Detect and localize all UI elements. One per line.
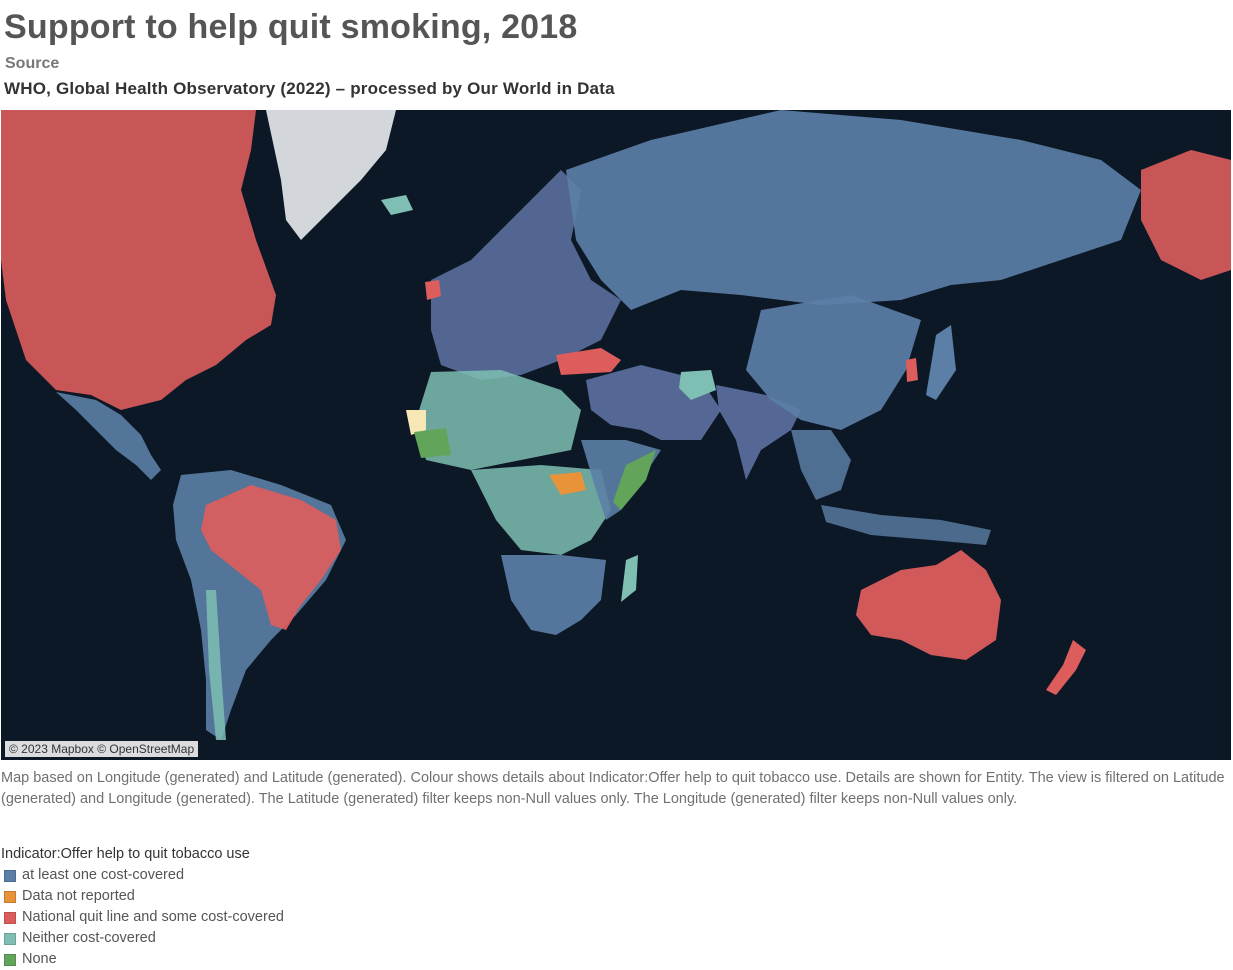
region-australia[interactable]: [856, 550, 1001, 660]
legend: Indicator:Offer help to quit tobacco use…: [1, 844, 284, 970]
region-japan[interactable]: [926, 325, 956, 400]
region-russia[interactable]: [566, 110, 1141, 310]
region-india[interactable]: [716, 385, 801, 480]
legend-item-neither-cost-covered[interactable]: Neither cost-covered: [1, 928, 284, 949]
legend-swatch: [4, 911, 16, 924]
legend-item-data-not-reported[interactable]: Data not reported: [1, 886, 284, 907]
region-china[interactable]: [746, 295, 921, 430]
page-title: Support to help quit smoking, 2018: [4, 8, 578, 46]
legend-swatch: [4, 890, 16, 903]
region-se-asia[interactable]: [791, 430, 851, 500]
region-south-sudan[interactable]: [549, 472, 586, 495]
legend-swatch: [4, 869, 16, 882]
legend-item-none[interactable]: None: [1, 949, 284, 970]
map-attribution[interactable]: © 2023 Mapbox © OpenStreetMap: [5, 741, 199, 757]
region-iceland[interactable]: [381, 195, 413, 215]
source-label: Source: [5, 55, 60, 72]
legend-swatch: [4, 932, 16, 945]
legend-label: None: [22, 951, 57, 967]
region-north-africa[interactable]: [416, 370, 581, 470]
legend-label: Data not reported: [22, 888, 135, 904]
legend-item-cost-covered[interactable]: at least one cost-covered: [1, 865, 284, 886]
region-chile[interactable]: [206, 590, 226, 740]
region-ireland[interactable]: [425, 280, 441, 300]
legend-label: at least one cost-covered: [22, 867, 185, 883]
legend-item-national-quit-line[interactable]: National quit line and some cost-covered: [1, 907, 284, 928]
region-alaska[interactable]: [1141, 150, 1231, 280]
region-indonesia[interactable]: [821, 505, 991, 545]
region-mauritania[interactable]: [414, 428, 451, 458]
map-caption: Map based on Longitude (generated) and L…: [1, 770, 1225, 807]
world-map[interactable]: © 2023 Mapbox © OpenStreetMap: [1, 110, 1231, 760]
region-turkey[interactable]: [556, 348, 621, 375]
region-brazil[interactable]: [201, 485, 341, 630]
region-korea[interactable]: [906, 358, 918, 382]
map-canvas[interactable]: [1, 110, 1231, 760]
legend-label: National quit line and some cost-covered: [22, 909, 284, 925]
legend-swatch: [4, 953, 16, 966]
source-text: WHO, Global Health Observatory (2022) – …: [4, 79, 615, 98]
region-western-sahara: [406, 410, 426, 435]
region-greenland[interactable]: [266, 110, 396, 240]
region-afghanistan[interactable]: [679, 370, 716, 400]
legend-title: Indicator:Offer help to quit tobacco use: [1, 846, 250, 862]
legend-label: Neither cost-covered: [22, 930, 156, 946]
region-southern-africa[interactable]: [501, 555, 606, 635]
region-north-america[interactable]: [1, 110, 276, 410]
region-new-zealand[interactable]: [1046, 640, 1086, 695]
region-madagascar[interactable]: [621, 555, 638, 602]
region-somalia[interactable]: [613, 450, 656, 510]
region-central-america[interactable]: [56, 392, 161, 480]
